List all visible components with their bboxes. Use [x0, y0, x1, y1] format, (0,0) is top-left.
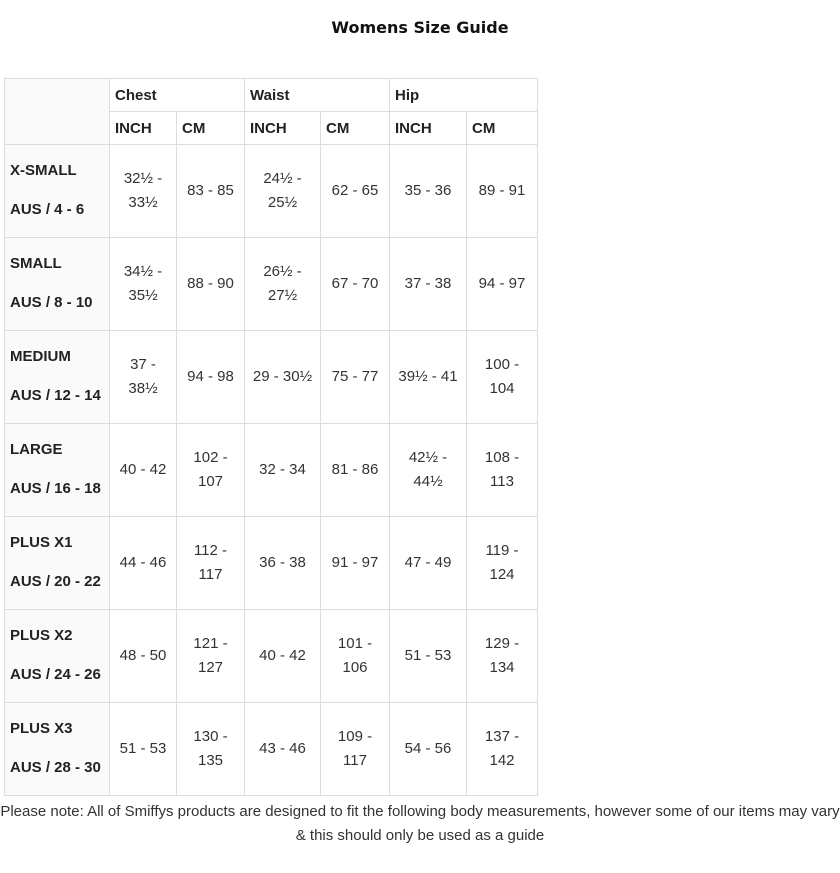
- unit-header-row: INCH CM INCH CM INCH CM: [5, 111, 538, 145]
- size-label: MEDIUM: [10, 348, 71, 365]
- measurement-cell: 32 - 34: [244, 423, 321, 517]
- measurement-cell: 137 - 142: [466, 702, 538, 796]
- measurement-cell: 129 - 134: [466, 609, 538, 703]
- unit-header: INCH: [389, 111, 467, 145]
- measurement-cell: 36 - 38: [244, 516, 321, 610]
- size-label: PLUS X3: [10, 720, 73, 737]
- group-header-hip: Hip: [389, 78, 538, 112]
- disclaimer-note: Please note: All of Smiffys products are…: [0, 803, 840, 844]
- measurement-cell: 35 - 36: [389, 144, 467, 238]
- table-row: LARGE AUS / 16 - 18 40 - 42 102 - 107 32 - 3…: [4, 423, 538, 517]
- measurement-cell: 62 - 65: [320, 144, 390, 238]
- measurement-cell: 26½ - 27½: [244, 237, 321, 331]
- measurement-cell: 48 - 50: [109, 609, 177, 703]
- aus-size-label: AUS / 16 - 18: [10, 480, 101, 497]
- measurement-cell: 81 - 86: [320, 423, 390, 517]
- measurement-cell: 39½ - 41: [389, 330, 467, 424]
- unit-header: CM: [176, 111, 245, 145]
- measurement-cell: 88 - 90: [176, 237, 245, 331]
- unit-header: INCH: [109, 111, 177, 145]
- size-cell: PLUS X1 AUS / 20 - 22: [4, 516, 110, 610]
- measurement-cell: 40 - 42: [244, 609, 321, 703]
- measurement-cell: 109 - 117: [320, 702, 390, 796]
- size-label: PLUS X1: [10, 534, 73, 551]
- size-cell: MEDIUM AUS / 12 - 14: [4, 330, 110, 424]
- measurement-cell: 32½ - 33½: [109, 144, 177, 238]
- measurement-cell: 112 - 117: [176, 516, 245, 610]
- measurement-cell: 121 - 127: [176, 609, 245, 703]
- group-header-row: Chest Waist Hip: [4, 78, 538, 145]
- aus-size-label: AUS / 8 - 10: [10, 294, 93, 311]
- unit-header: CM: [466, 111, 538, 145]
- measurement-cell: 130 - 135: [176, 702, 245, 796]
- group-header-chest: Chest: [109, 78, 245, 112]
- unit-header: INCH: [244, 111, 321, 145]
- size-cell: LARGE AUS / 16 - 18: [4, 423, 110, 517]
- size-guide-table: Chest Waist Hip INCH CM INCH CM INCH CM X-SMA…: [4, 78, 538, 796]
- size-label: LARGE: [10, 441, 63, 458]
- measurement-cell: 51 - 53: [109, 702, 177, 796]
- measurement-cell: 51 - 53: [389, 609, 467, 703]
- unit-header: CM: [320, 111, 390, 145]
- measurement-cell: 119 - 124: [466, 516, 538, 610]
- measurement-cell: 24½ - 25½: [244, 144, 321, 238]
- measurement-cell: 67 - 70: [320, 237, 390, 331]
- measurement-cell: 42½ - 44½: [389, 423, 467, 517]
- corner-cell: [4, 78, 110, 145]
- measurement-cell: 91 - 97: [320, 516, 390, 610]
- table-row: PLUS X3 AUS / 28 - 30 51 - 53 130 - 135 43 -…: [4, 702, 538, 796]
- measurement-cell: 108 - 113: [466, 423, 538, 517]
- table-row: SMALL AUS / 8 - 10 34½ - 35½ 88 - 90 26½ - 2…: [4, 237, 538, 331]
- measurement-cell: 43 - 46: [244, 702, 321, 796]
- measurement-cell: 37 - 38: [389, 237, 467, 331]
- table-row: MEDIUM AUS / 12 - 14 37 - 38½ 94 - 98 29 - 3…: [4, 330, 538, 424]
- measurement-cell: 29 - 30½: [244, 330, 321, 424]
- measurement-cell: 102 - 107: [176, 423, 245, 517]
- page-title: Womens Size Guide: [331, 18, 509, 37]
- aus-size-label: AUS / 20 - 22: [10, 573, 101, 590]
- measurement-cell: 83 - 85: [176, 144, 245, 238]
- measurement-cell: 75 - 77: [320, 330, 390, 424]
- aus-size-label: AUS / 24 - 26: [10, 666, 101, 683]
- size-cell: SMALL AUS / 8 - 10: [4, 237, 110, 331]
- table-row: X-SMALL AUS / 4 - 6 32½ - 33½ 83 - 85 24½ - …: [4, 144, 538, 238]
- measurement-cell: 34½ - 35½: [109, 237, 177, 331]
- size-label: PLUS X2: [10, 627, 73, 644]
- measurement-cell: 89 - 91: [466, 144, 538, 238]
- group-header-waist: Waist: [244, 78, 390, 112]
- measurement-cell: 40 - 42: [109, 423, 177, 517]
- size-cell: X-SMALL AUS / 4 - 6: [4, 144, 110, 238]
- measurement-cell: 94 - 97: [466, 237, 538, 331]
- size-label: SMALL: [10, 255, 62, 272]
- measurement-cell: 100 - 104: [466, 330, 538, 424]
- table-row: PLUS X1 AUS / 20 - 22 44 - 46 112 - 117 36 -…: [4, 516, 538, 610]
- measurement-cell: 44 - 46: [109, 516, 177, 610]
- table-row: PLUS X2 AUS / 24 - 26 48 - 50 121 - 127 40 -…: [4, 609, 538, 703]
- size-cell: PLUS X2 AUS / 24 - 26: [4, 609, 110, 703]
- aus-size-label: AUS / 4 - 6: [10, 201, 85, 218]
- measurement-cell: 54 - 56: [389, 702, 467, 796]
- measurement-cell: 101 - 106: [320, 609, 390, 703]
- aus-size-label: AUS / 28 - 30: [10, 759, 101, 776]
- size-cell: PLUS X3 AUS / 28 - 30: [4, 702, 110, 796]
- aus-size-label: AUS / 12 - 14: [10, 387, 101, 404]
- measurement-cell: 94 - 98: [176, 330, 245, 424]
- measurement-cell: 47 - 49: [389, 516, 467, 610]
- size-label: X-SMALL: [10, 162, 77, 179]
- measurement-cell: 37 - 38½: [109, 330, 177, 424]
